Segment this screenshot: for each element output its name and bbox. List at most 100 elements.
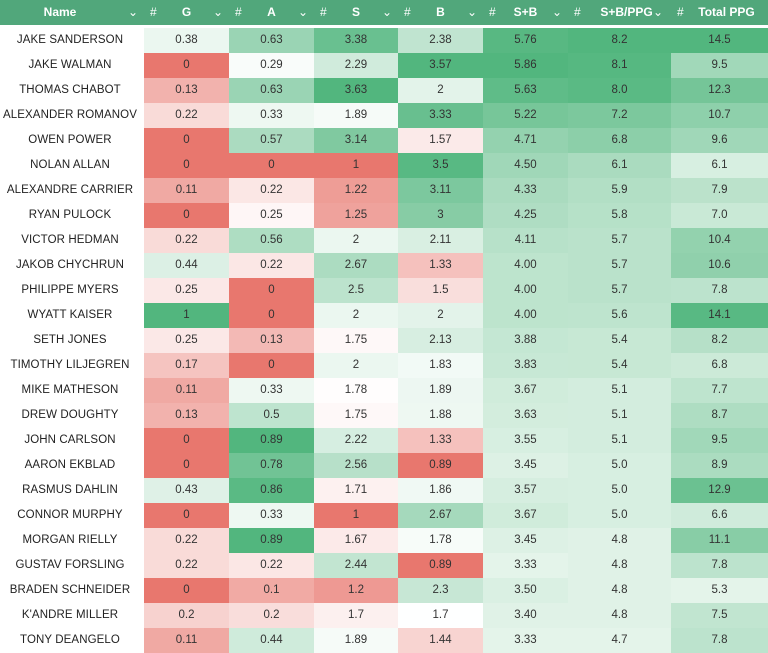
column-header-s-label: S	[351, 5, 360, 19]
column-header-g[interactable]: # G ⌄	[144, 0, 229, 25]
b-cell: 1.78	[398, 528, 483, 553]
player-name-cell: JOHN CARLSON	[24, 434, 116, 446]
a-cell: 0	[229, 278, 314, 303]
player-name-cell: AARON EKBLAD	[24, 459, 116, 471]
total-ppg-cell: 11.1	[671, 528, 768, 553]
player-name-cell: DREW DOUGHTY	[21, 409, 119, 421]
s-plus-b-cell: 5.63	[483, 78, 568, 103]
b-cell: 1.33	[398, 253, 483, 278]
s-cell: 1.75	[314, 328, 398, 353]
s-plus-b-cell: 4.33	[483, 178, 568, 203]
s-cell: 1.25	[314, 203, 398, 228]
s-plus-b-per-ppg-cell: 4.8	[568, 578, 671, 603]
player-name-cell: RASMUS DAHLIN	[22, 484, 118, 496]
total-ppg-cell: 12.9	[671, 478, 768, 503]
total-ppg-cell: 14.5	[671, 28, 768, 53]
s-plus-b-cell: 4.11	[483, 228, 568, 253]
a-cell: 0.13	[229, 328, 314, 353]
s-plus-b-per-ppg-cell: 4.8	[568, 528, 671, 553]
total-ppg-cell: 10.6	[671, 253, 768, 278]
column-header-total-ppg[interactable]: # Total PPG	[671, 0, 768, 25]
column-header-s-plus-b[interactable]: # S+B ⌄	[483, 0, 568, 25]
total-ppg-cell: 9.6	[671, 128, 768, 153]
s-plus-b-per-ppg-cell: 5.9	[568, 178, 671, 203]
hash-icon: #	[574, 5, 581, 19]
table-row: JOHN CARLSON 0 0.89 2.22 1.33 3.55 5.1 9.5	[0, 428, 768, 453]
a-cell: 0	[229, 303, 314, 328]
total-ppg-cell: 12.3	[671, 78, 768, 103]
table-row: JAKOB CHYCHRUN 0.44 0.22 2.67 1.33 4.00 5.7 10.…	[0, 253, 768, 278]
chevron-down-icon[interactable]: ⌄	[466, 5, 477, 19]
table-row: RASMUS DAHLIN 0.43 0.86 1.71 1.86 3.57 5.0 12.9	[0, 478, 768, 503]
s-cell: 1.67	[314, 528, 398, 553]
a-cell: 0.29	[229, 53, 314, 78]
column-header-b[interactable]: # B ⌄	[398, 0, 483, 25]
a-cell: 0.1	[229, 578, 314, 603]
b-cell: 3.57	[398, 53, 483, 78]
b-cell: 2.13	[398, 328, 483, 353]
s-cell: 1.2	[314, 578, 398, 603]
s-cell: 2.22	[314, 428, 398, 453]
s-plus-b-per-ppg-cell: 6.1	[568, 153, 671, 178]
s-plus-b-per-ppg-cell: 5.6	[568, 303, 671, 328]
s-plus-b-cell: 4.50	[483, 153, 568, 178]
column-header-total-ppg-label: Total PPG	[698, 5, 755, 19]
a-cell: 0	[229, 353, 314, 378]
g-cell: 0	[144, 203, 229, 228]
column-header-s[interactable]: # S ⌄	[314, 0, 398, 25]
s-cell: 2.29	[314, 53, 398, 78]
g-cell: 0	[144, 53, 229, 78]
g-cell: 0.25	[144, 328, 229, 353]
column-header-name[interactable]: Name ⌄	[0, 0, 144, 25]
s-cell: 3.63	[314, 78, 398, 103]
player-name-cell: MORGAN RIELLY	[22, 534, 118, 546]
b-cell: 0.89	[398, 453, 483, 478]
b-cell: 1.5	[398, 278, 483, 303]
a-cell: 0.2	[229, 603, 314, 628]
table-row: GUSTAV FORSLING 0.22 0.22 2.44 0.89 3.33 4.8 7.…	[0, 553, 768, 578]
s-plus-b-cell: 3.33	[483, 553, 568, 578]
total-ppg-cell: 7.7	[671, 378, 768, 403]
column-header-a-label: A	[267, 5, 276, 19]
total-ppg-cell: 14.1	[671, 303, 768, 328]
total-ppg-cell: 6.6	[671, 503, 768, 528]
table-row: ALEXANDRE CARRIER 0.11 0.22 1.22 3.11 4.33 5.9…	[0, 178, 768, 203]
table-row: TONY DEANGELO 0.11 0.44 1.89 1.44 3.33 4.7 7.8	[0, 628, 768, 653]
chevron-down-icon[interactable]: ⌄	[551, 5, 562, 19]
b-cell: 1.7	[398, 603, 483, 628]
s-plus-b-per-ppg-cell: 5.1	[568, 428, 671, 453]
g-cell: 0.38	[144, 28, 229, 53]
column-header-b-label: B	[436, 5, 445, 19]
s-plus-b-cell: 4.00	[483, 253, 568, 278]
b-cell: 2	[398, 78, 483, 103]
hash-icon: #	[404, 5, 411, 19]
g-cell: 0.22	[144, 553, 229, 578]
total-ppg-cell: 10.7	[671, 103, 768, 128]
chevron-down-icon[interactable]: ⌄	[212, 5, 223, 19]
s-plus-b-per-ppg-cell: 5.1	[568, 378, 671, 403]
s-plus-b-cell: 3.67	[483, 503, 568, 528]
chevron-down-icon[interactable]: ⌄	[652, 5, 663, 19]
column-header-g-label: G	[181, 5, 192, 19]
s-plus-b-cell: 4.00	[483, 303, 568, 328]
player-name-cell: MIKE MATHESON	[21, 384, 119, 396]
table-row: SETH JONES 0.25 0.13 1.75 2.13 3.88 5.4 8.2	[0, 328, 768, 353]
column-header-a[interactable]: # A ⌄	[229, 0, 314, 25]
g-cell: 0.22	[144, 103, 229, 128]
chevron-down-icon[interactable]: ⌄	[381, 5, 392, 19]
s-cell: 1.78	[314, 378, 398, 403]
column-header-s-plus-b-per-ppg[interactable]: # S+B/PPG ⌄	[568, 0, 671, 25]
total-ppg-cell: 10.4	[671, 228, 768, 253]
chevron-down-icon[interactable]: ⌄	[297, 5, 308, 19]
player-name-cell: TIMOTHY LILJEGREN	[10, 359, 130, 371]
s-plus-b-per-ppg-cell: 5.1	[568, 403, 671, 428]
a-cell: 0.33	[229, 378, 314, 403]
g-cell: 0.11	[144, 628, 229, 653]
chevron-down-icon[interactable]: ⌄	[127, 5, 138, 19]
column-header-s-plus-b-per-ppg-label: S+B/PPG	[600, 5, 653, 19]
b-cell: 1.44	[398, 628, 483, 653]
g-cell: 0.44	[144, 253, 229, 278]
g-cell: 0.22	[144, 228, 229, 253]
s-plus-b-cell: 3.83	[483, 353, 568, 378]
a-cell: 0.57	[229, 128, 314, 153]
